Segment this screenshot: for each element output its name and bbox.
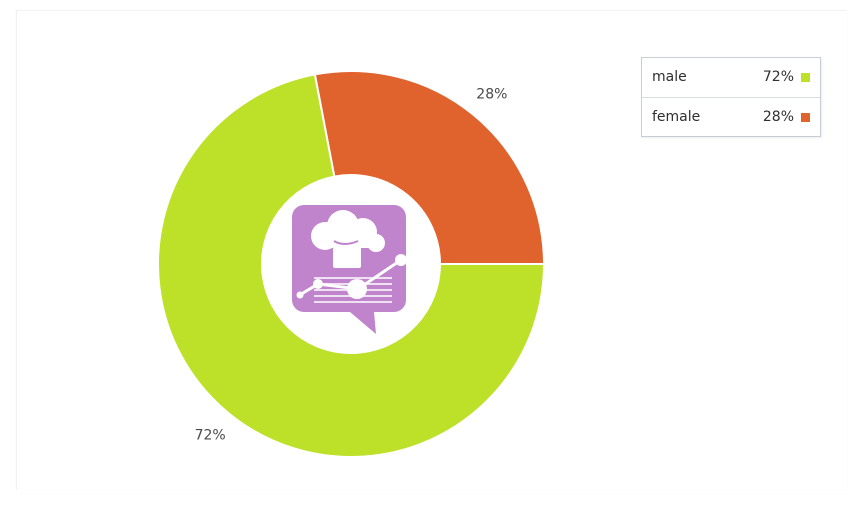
data-label-male: 72% [195,427,226,443]
legend-swatch-male [801,73,810,82]
data-label-female: 28% [476,87,507,103]
chart-legend: male 72% female 28% [641,57,821,137]
slice-female [313,70,546,265]
legend-value: 72% [762,69,794,85]
legend-value: 28% [762,109,794,125]
chart-slices [157,70,546,458]
legend-swatch-female [801,113,810,122]
legend-label: female [652,109,701,125]
legend-item-male: male 72% [642,58,820,97]
chef-hat-analytics-icon [292,205,407,334]
slice-male [157,73,546,458]
legend-item-female: female 28% [642,97,820,136]
legend-label: male [652,69,687,85]
chart-data-labels: 28% 72% [195,87,508,444]
